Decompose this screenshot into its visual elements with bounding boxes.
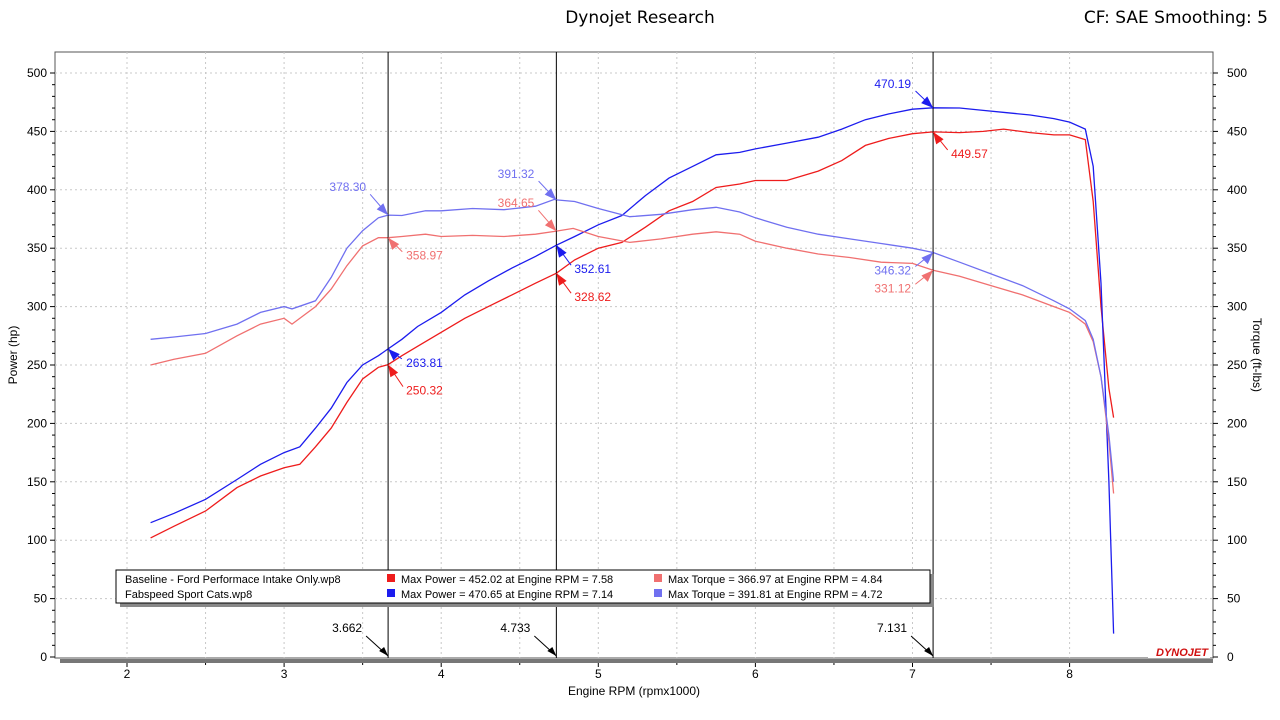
legend: Baseline - Ford Performace Intake Only.w… (115, 569, 934, 607)
x-tick-label: 5 (595, 667, 602, 681)
y-tick-label-left: 350 (27, 241, 47, 255)
legend-max-power: Max Power = 452.02 at Engine RPM = 7.58 (401, 574, 613, 586)
dynojet-logo: DYNOJET (1148, 646, 1210, 659)
plot-area (54, 51, 1214, 659)
y-tick-label-left: 300 (27, 300, 47, 314)
marker-arrowhead (379, 647, 389, 656)
x-tick-label: 7 (909, 667, 916, 681)
y-tick-label-right: 200 (1227, 416, 1247, 430)
y-tick-label-left: 450 (27, 124, 47, 138)
y-tick-label-right: 400 (1227, 183, 1247, 197)
annotation-arrowhead (376, 203, 389, 216)
annotation-label: 364.65 (498, 196, 535, 210)
y-axis-left: 0 50 100 150 200 250 300 350 400 450 500 (27, 66, 55, 664)
y-tick-label-left: 0 (40, 650, 47, 664)
annotation-label: 250.32 (406, 384, 443, 398)
y-axis-label-left: Power (hp) (6, 326, 20, 385)
annotation-arrowhead (544, 188, 557, 200)
y-tick-label-left: 500 (27, 66, 47, 80)
annotation-label: 346.32 (874, 263, 911, 277)
dynojet-logo-text: DYNOJET (1156, 647, 1209, 659)
annotation-arrowhead (921, 270, 934, 282)
x-tick-label: 6 (752, 667, 759, 681)
annotation-arrowhead (388, 364, 399, 378)
y-tick-label-left: 150 (27, 475, 47, 489)
annotation-label: 263.81 (406, 356, 443, 370)
x-tick-label: 4 (438, 667, 445, 681)
x-axis-label: Engine RPM (rpmx1000) (568, 684, 700, 698)
annotation-arrowhead (921, 96, 934, 108)
y-tick-label-left: 250 (27, 358, 47, 372)
y-tick-label-right: 500 (1227, 66, 1247, 80)
x-axis-bar (60, 659, 1213, 663)
annotation-arrowhead (921, 252, 934, 265)
legend-box (115, 569, 931, 604)
marker-label: 7.131 (877, 621, 907, 635)
y-tick-label-left: 100 (27, 533, 47, 547)
annotation-arrowhead (388, 348, 400, 361)
annotation-arrowhead (556, 245, 567, 258)
annotation-label: 470.19 (874, 77, 911, 91)
y-axis-label-right: Torque (ft-lbs) (1250, 318, 1264, 392)
y-tick-label-right: 250 (1227, 358, 1247, 372)
legend-max-power: Max Power = 470.65 at Engine RPM = 7.14 (401, 589, 613, 601)
annotation-label: 331.12 (874, 281, 911, 295)
annotation-label: 449.57 (951, 147, 988, 161)
annotation-arrowhead (556, 273, 567, 286)
legend-max-torque: Max Torque = 391.81 at Engine RPM = 4.72 (668, 589, 882, 601)
x-tick-label: 8 (1066, 667, 1073, 681)
y-tick-label-right: 150 (1227, 475, 1247, 489)
y-tick-label-left: 400 (27, 183, 47, 197)
marker-group: 3.662 4.733 7.131 (332, 52, 934, 658)
annotation-label: 391.32 (498, 167, 535, 181)
annotation-arrowhead (388, 237, 400, 250)
chart-title: Dynojet Research (565, 8, 715, 28)
series-line-base_torque (150, 227, 1115, 494)
marker-label: 4.733 (500, 621, 530, 635)
series-line-mod_torque (150, 198, 1115, 482)
series-line-mod_power (150, 107, 1115, 634)
y-tick-label-right: 100 (1227, 533, 1247, 547)
y-tick-label-right: 350 (1227, 241, 1247, 255)
marker-label: 3.662 (332, 621, 362, 635)
y-tick-label-left: 200 (27, 416, 47, 430)
x-tick-label: 3 (281, 667, 288, 681)
annotation-label: 378.30 (329, 180, 366, 194)
marker-arrowhead (547, 647, 557, 656)
marker-arrowhead (924, 647, 934, 656)
annotation-label: 328.62 (574, 290, 611, 304)
y-axis-right: 0 50 100 150 200 250 300 350 400 450 500 (1213, 66, 1247, 664)
legend-run-name: Fabspeed Sport Cats.wp8 (125, 589, 252, 601)
legend-swatch-torque (654, 574, 662, 582)
y-tick-label-right: 50 (1227, 592, 1241, 606)
x-tick-label: 2 (124, 667, 131, 681)
legend-swatch-torque (654, 589, 662, 597)
y-tick-label-left: 50 (34, 592, 48, 606)
y-tick-label-right: 0 (1227, 650, 1234, 664)
series-line-base_power (150, 128, 1115, 539)
annotation-group: 263.81 250.32 378.30 358.97 352.61 328.62 391.… (329, 77, 988, 398)
series-group (150, 107, 1115, 634)
annotation-label: 358.97 (406, 249, 443, 263)
correction-info: CF: SAE Smoothing: 5 (1083, 8, 1268, 28)
annotation-arrowhead (544, 219, 557, 232)
y-tick-label-right: 300 (1227, 300, 1247, 314)
legend-max-torque: Max Torque = 366.97 at Engine RPM = 4.84 (668, 574, 882, 586)
legend-swatch-power (387, 574, 395, 582)
x-axis: 2 3 4 5 6 7 8 (60, 659, 1213, 681)
y-tick-label-right: 450 (1227, 124, 1247, 138)
legend-run-name: Baseline - Ford Performace Intake Only.w… (125, 574, 341, 586)
annotation-arrowhead (933, 131, 944, 145)
legend-swatch-power (387, 589, 395, 597)
annotation-label: 352.61 (574, 262, 611, 276)
